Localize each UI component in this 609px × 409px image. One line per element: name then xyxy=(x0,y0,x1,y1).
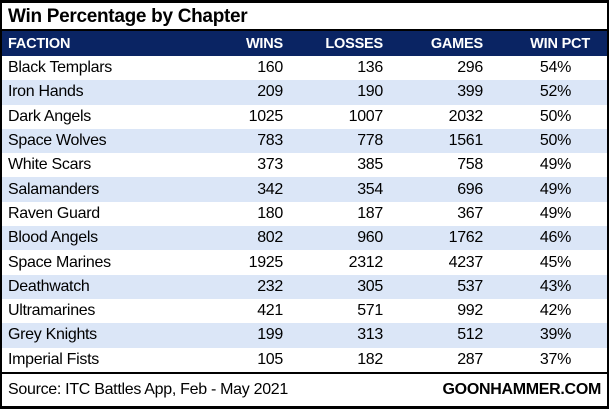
wins-cell: 421 xyxy=(257,302,283,320)
wins-cell: 373 xyxy=(257,156,283,174)
wins-cell: 160 xyxy=(257,59,283,77)
losses-cell: 960 xyxy=(357,229,383,247)
table-row: Salamanders 342 354 696 49% xyxy=(2,177,607,202)
games-cell: 758 xyxy=(457,156,483,174)
table-row: Blood Angels 802 960 1762 46% xyxy=(2,226,607,251)
win-pct-cell: 45% xyxy=(539,253,571,271)
data-table: FACTION WINS LOSSES GAMES WIN PCT Black … xyxy=(2,31,607,372)
games-cell: 367 xyxy=(457,204,483,222)
games-cell: 296 xyxy=(457,59,483,77)
faction-cell: Deathwatch xyxy=(8,277,90,295)
wins-cell: 199 xyxy=(257,326,283,344)
table-row: Black Templars 160 136 296 54% xyxy=(2,56,607,81)
faction-cell: Blood Angels xyxy=(8,229,98,247)
table-row: Raven Guard 180 187 367 49% xyxy=(2,201,607,227)
column-header-losses: LOSSES xyxy=(292,31,392,56)
losses-cell: 305 xyxy=(357,277,383,295)
win-pct-cell: 50% xyxy=(539,132,571,150)
win-pct-cell: 54% xyxy=(539,59,571,77)
table-row: Grey Knights 199 313 512 39% xyxy=(2,323,607,348)
header-row: FACTION WINS LOSSES GAMES WIN PCT xyxy=(2,31,607,56)
table-row: Space Marines 1925 2312 4237 45% xyxy=(2,250,607,275)
column-header-wins: WINS xyxy=(212,31,292,56)
faction-cell: Space Wolves xyxy=(8,132,107,150)
faction-cell: Grey Knights xyxy=(8,326,97,344)
games-cell: 512 xyxy=(457,326,483,344)
column-header-games: GAMES xyxy=(392,31,492,56)
wins-cell: 209 xyxy=(257,83,283,101)
win-pct-cell: 42% xyxy=(539,302,571,320)
table-row: Deathwatch 232 305 537 43% xyxy=(2,274,607,299)
games-cell: 1561 xyxy=(448,132,484,150)
win-pct-cell: 46% xyxy=(539,229,571,247)
losses-cell: 1007 xyxy=(348,107,384,125)
win-pct-cell: 49% xyxy=(539,204,571,222)
win-pct-cell: 50% xyxy=(539,107,571,125)
losses-cell: 313 xyxy=(357,326,383,344)
games-cell: 1762 xyxy=(448,229,484,247)
wins-cell: 802 xyxy=(257,229,283,247)
win-pct-cell: 39% xyxy=(539,326,571,344)
source-note: Source: ITC Battles App, Feb - May 2021 xyxy=(8,381,288,398)
faction-cell: Black Templars xyxy=(8,59,112,77)
faction-cell: Dark Angels xyxy=(8,107,91,125)
faction-cell: White Scars xyxy=(8,156,91,174)
table-row: Imperial Fists 105 182 287 37% xyxy=(2,347,607,372)
column-header-faction: FACTION xyxy=(2,31,212,56)
table-row: White Scars 373 385 758 49% xyxy=(2,153,607,178)
losses-cell: 136 xyxy=(357,59,383,77)
wins-cell: 1025 xyxy=(248,107,284,125)
win-pct-cell: 49% xyxy=(539,180,571,198)
table-row: Ultramarines 421 571 992 42% xyxy=(2,298,607,324)
table-row: Dark Angels 1025 1007 2032 50% xyxy=(2,104,607,129)
faction-cell: Space Marines xyxy=(8,253,111,271)
wins-cell: 180 xyxy=(257,204,283,222)
faction-cell: Raven Guard xyxy=(8,204,100,222)
losses-cell: 2312 xyxy=(348,253,384,271)
losses-cell: 187 xyxy=(357,204,383,222)
faction-cell: Salamanders xyxy=(8,180,99,198)
losses-cell: 354 xyxy=(357,180,383,198)
wins-cell: 1925 xyxy=(248,253,284,271)
table-row: Iron Hands 209 190 399 52% xyxy=(2,80,607,105)
win-pct-cell: 43% xyxy=(539,277,571,295)
games-cell: 696 xyxy=(457,180,483,198)
losses-cell: 778 xyxy=(357,132,383,150)
games-cell: 537 xyxy=(457,277,483,295)
brand-watermark: GOONHAMMER.COM xyxy=(442,381,602,398)
wins-cell: 105 xyxy=(257,350,283,368)
losses-cell: 182 xyxy=(357,350,383,368)
win-pct-cell: 37% xyxy=(539,350,571,368)
games-cell: 287 xyxy=(457,350,483,368)
games-cell: 992 xyxy=(457,302,483,320)
wins-cell: 232 xyxy=(257,277,283,295)
faction-cell: Imperial Fists xyxy=(8,350,99,368)
losses-cell: 190 xyxy=(357,83,383,101)
win-pct-cell: 49% xyxy=(539,156,571,174)
games-cell: 4237 xyxy=(448,253,484,271)
games-cell: 2032 xyxy=(448,107,484,125)
footer-bar: Source: ITC Battles App, Feb - May 2021 … xyxy=(2,372,607,406)
losses-cell: 571 xyxy=(357,302,383,320)
wins-cell: 342 xyxy=(257,180,283,198)
wins-cell: 783 xyxy=(257,132,283,150)
faction-cell: Ultramarines xyxy=(8,302,96,320)
page-title: Win Percentage by Chapter xyxy=(2,3,607,31)
faction-cell: Iron Hands xyxy=(8,83,84,101)
win-pct-cell: 52% xyxy=(539,83,571,101)
losses-cell: 385 xyxy=(357,156,383,174)
column-header-win-pct: WIN PCT xyxy=(492,31,607,56)
games-cell: 399 xyxy=(457,83,483,101)
table-body: Black Templars 160 136 296 54% Iron Hands 209 1… xyxy=(2,56,607,372)
table-row: Space Wolves 783 778 1561 50% xyxy=(2,128,607,154)
